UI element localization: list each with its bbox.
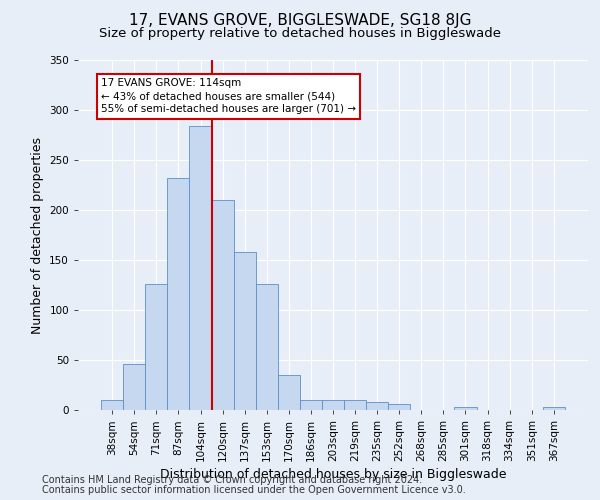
Bar — [123, 364, 145, 410]
Text: Size of property relative to detached houses in Biggleswade: Size of property relative to detached ho… — [99, 28, 501, 40]
Bar — [454, 407, 476, 410]
Text: 17 EVANS GROVE: 114sqm
← 43% of detached houses are smaller (544)
55% of semi-de: 17 EVANS GROVE: 114sqm ← 43% of detached… — [101, 78, 356, 114]
Bar — [344, 400, 366, 410]
Bar — [388, 404, 410, 410]
Bar — [543, 407, 565, 410]
Bar — [101, 400, 123, 410]
Bar — [145, 284, 167, 410]
Y-axis label: Number of detached properties: Number of detached properties — [31, 136, 44, 334]
Bar — [278, 375, 300, 410]
Bar — [300, 400, 322, 410]
Bar — [322, 400, 344, 410]
Text: 17, EVANS GROVE, BIGGLESWADE, SG18 8JG: 17, EVANS GROVE, BIGGLESWADE, SG18 8JG — [129, 12, 471, 28]
X-axis label: Distribution of detached houses by size in Biggleswade: Distribution of detached houses by size … — [160, 468, 506, 481]
Bar — [212, 200, 233, 410]
Text: Contains HM Land Registry data © Crown copyright and database right 2024.: Contains HM Land Registry data © Crown c… — [42, 475, 422, 485]
Bar — [190, 126, 212, 410]
Text: Contains public sector information licensed under the Open Government Licence v3: Contains public sector information licen… — [42, 485, 466, 495]
Bar — [167, 178, 190, 410]
Bar — [256, 284, 278, 410]
Bar — [233, 252, 256, 410]
Bar — [366, 402, 388, 410]
